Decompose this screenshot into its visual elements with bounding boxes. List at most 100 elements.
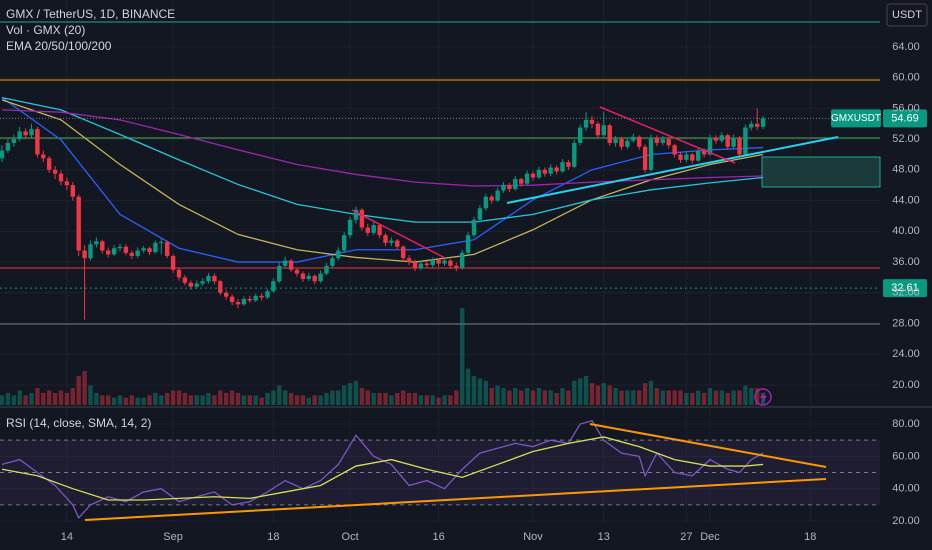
volume-bar (448, 395, 453, 405)
candle-body (554, 167, 559, 172)
candle-body (436, 259, 441, 264)
volume-bar (678, 390, 683, 405)
candle-body (383, 235, 388, 243)
rsi-tick-label: 80.00 (892, 418, 920, 430)
candle-body (701, 150, 707, 155)
volume-bar (406, 392, 412, 405)
candle-body (654, 137, 660, 143)
volume-bar (294, 395, 300, 405)
candle-body (330, 258, 335, 266)
candle-body (229, 296, 235, 303)
candle-body (377, 225, 382, 236)
volume-bar (424, 395, 429, 405)
candle-body (94, 241, 99, 245)
volume-bar (188, 395, 193, 405)
volume-bar (170, 390, 176, 405)
candle-body (188, 282, 193, 287)
ema-line (1, 97, 764, 263)
volume-bar (318, 395, 323, 405)
volume-bar (707, 388, 713, 405)
candle-body (395, 240, 400, 247)
volume-bar (749, 388, 754, 405)
rsi-line (1, 436, 764, 501)
candle-body (489, 196, 494, 201)
price-tags: 54.69 GMXUSDT 32.61 (0, 109, 927, 298)
candle-body (259, 295, 264, 298)
volume-bar (324, 392, 329, 405)
x-tick-label: Dec (700, 531, 720, 543)
candle-body (631, 136, 636, 141)
volume-bar (342, 385, 347, 405)
candle-body (519, 179, 524, 184)
candle-body (365, 227, 370, 233)
candle-body (743, 127, 748, 155)
volume-bar (418, 395, 424, 405)
candle-body (253, 295, 258, 301)
currency-label[interactable]: USDT (892, 9, 922, 21)
x-tick-label: Nov (523, 531, 543, 543)
candle-body (82, 250, 87, 259)
volume-bar (666, 390, 671, 405)
volume-bar (212, 395, 217, 405)
candle-body (424, 263, 429, 266)
candle-body (589, 119, 595, 124)
price-tag (883, 279, 927, 298)
candle-body (29, 129, 34, 136)
y-tick-label: 64.00 (892, 41, 920, 53)
volume-bar (58, 390, 64, 405)
rsi-line (1, 420, 764, 519)
currency-button[interactable] (886, 3, 928, 27)
candle-body (749, 123, 754, 128)
candle-body (737, 137, 742, 155)
volume-bar (566, 390, 571, 405)
candle-body (342, 235, 347, 251)
volume-bar (29, 392, 34, 405)
chart-title: GMX / TetherUS, 1D, BINANCE (6, 7, 175, 21)
candle-body (530, 173, 536, 178)
volume-bar (218, 390, 223, 405)
x-tick-label: 27 (680, 531, 692, 543)
candle-body (412, 262, 418, 269)
volume-bar (153, 392, 158, 405)
volume-bar (489, 388, 494, 405)
volume-bar (82, 371, 87, 405)
rsi (0, 420, 880, 519)
volume-bar (507, 390, 512, 405)
candle-body (212, 275, 217, 282)
candle-body (318, 273, 323, 282)
candle-body (507, 185, 512, 190)
ema-label: EMA 20/50/100/200 (6, 39, 112, 53)
zone-box (761, 156, 881, 188)
volume-bar (583, 375, 589, 405)
candle-body (76, 196, 81, 251)
volume-bar (637, 390, 642, 405)
rsi-label: RSI (14, close, SMA, 14, 2) (6, 416, 151, 430)
volume-bar (690, 392, 695, 405)
volume-bar (94, 392, 99, 405)
candle-body (11, 139, 16, 143)
volume-bar (235, 392, 241, 405)
volume-bar (41, 392, 46, 405)
candle-body (194, 283, 199, 287)
volume-bar (548, 390, 553, 405)
volume-bar (347, 383, 353, 405)
volume-bar (601, 383, 606, 405)
volume-bar (713, 390, 719, 405)
rsi-tick-label: 40.00 (892, 483, 920, 495)
volume-bar (165, 392, 170, 405)
volume-bar (442, 395, 447, 405)
candle-body (460, 252, 465, 268)
volume-bar (589, 383, 595, 405)
candle-body (129, 252, 134, 256)
trendline (599, 106, 736, 164)
candle-body (578, 127, 583, 143)
candle-body (106, 250, 111, 255)
candle-body (123, 246, 129, 253)
x-tick-label: 13 (598, 531, 610, 543)
ema-line (1, 99, 764, 263)
volume-bar (648, 380, 654, 405)
y-tick-label: 60.00 (892, 72, 920, 84)
volume-icon (760, 391, 767, 404)
volume-bar (17, 390, 22, 405)
candle-body (300, 273, 306, 279)
